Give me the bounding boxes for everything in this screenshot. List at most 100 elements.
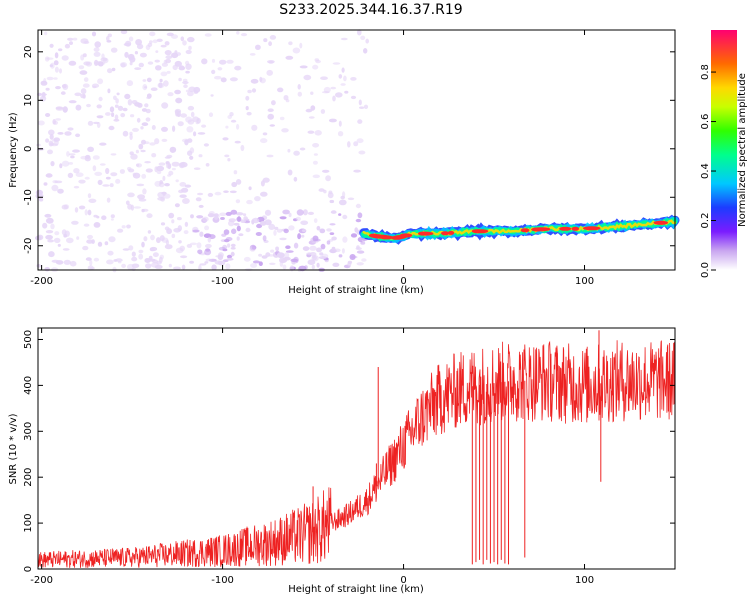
spectrogram-noise-cell — [228, 220, 235, 227]
spectrogram-noise-cell — [196, 215, 204, 219]
spectrogram-noise-cell — [201, 58, 208, 65]
spectrogram-noise-cell — [279, 237, 287, 241]
spectrogram-noise-cell — [347, 197, 355, 201]
spectrogram-noise-cell — [140, 126, 144, 130]
spectrogram-noise-cell — [250, 78, 259, 84]
spectrogram-noise-cell — [88, 198, 97, 203]
spectrogram-noise-cell — [305, 108, 313, 113]
spectrogram-noise-cell — [297, 91, 302, 97]
spectrogram-noise-cell — [290, 258, 299, 263]
spectrogram-noise-cell — [198, 264, 202, 271]
spectrogram-noise-cell — [134, 67, 142, 70]
spectrogram-noise-cell — [161, 126, 168, 132]
spectrogram-noise-cell — [78, 65, 85, 70]
spectrogram-noise-cell — [135, 149, 139, 154]
spectrogram-noise-cell — [63, 233, 68, 238]
spectrogram-noise-cell — [313, 218, 318, 224]
spectrogram-noise-cell — [340, 37, 348, 41]
spectrogram-noise-cell — [110, 47, 118, 53]
y-tick-label: 400 — [23, 376, 34, 395]
spectrogram-noise-cell — [178, 189, 184, 194]
spectrogram-noise-cell — [107, 88, 111, 94]
spectrogram-noise-cell — [338, 199, 347, 206]
spectrogram-track-band — [362, 219, 677, 240]
x-tick-label: 100 — [575, 276, 594, 287]
spectrogram-noise-cell — [155, 65, 162, 71]
spectrogram-noise-cell — [363, 104, 369, 110]
spectrogram-noise-cell — [93, 59, 99, 66]
spectrogram-noise-cell — [179, 65, 184, 69]
spectrogram-noise-cell — [246, 199, 253, 205]
spectrogram-noise-cell — [307, 130, 315, 134]
spectrogram-noise-cell — [129, 134, 133, 140]
spectrogram-noise-cell — [207, 192, 214, 197]
spectrogram-noise-cell — [344, 90, 349, 94]
spectrogram-noise-cell — [198, 154, 203, 158]
spectrogram-noise-cell — [51, 139, 58, 142]
spectrogram-noise-cell — [162, 175, 166, 182]
spectrogram-noise-cell — [297, 84, 301, 90]
spectrogram-noise-cell — [152, 259, 158, 264]
spectrogram-peak — [520, 228, 530, 233]
spectrogram-noise-cell — [160, 222, 166, 226]
spectrogram-noise-cell — [227, 115, 232, 119]
spectrogram-noise-cell — [73, 185, 80, 189]
spectrogram-noise-cell — [312, 174, 320, 179]
spectrogram-noise-cell — [57, 243, 61, 247]
spectrogram-noise-cell — [141, 108, 148, 112]
spectrogram-noise-cell — [197, 192, 204, 196]
spectrogram-signal-track — [359, 214, 680, 245]
spectrogram-noise-cell — [235, 199, 241, 204]
spectrogram-noise-cell — [279, 216, 287, 220]
spectrogram-noise-cell — [233, 170, 238, 175]
spectrogram-peak — [571, 226, 580, 231]
spectrogram-noise-cell — [236, 236, 240, 241]
spectrogram-noise-cell — [171, 161, 180, 167]
spectrogram-noise-cell — [109, 183, 114, 188]
spectrogram-noise-cell — [87, 193, 92, 199]
spectrogram-noise-cell — [358, 150, 366, 155]
spectrogram-noise-cell — [68, 153, 76, 156]
spectrogram-noise-cell — [186, 126, 194, 133]
spectrogram-noise-cell — [157, 196, 165, 201]
spectrogram-noise-cell — [163, 80, 169, 87]
spectrogram-noise-cell — [150, 234, 155, 241]
spectrogram-noise-cell — [329, 199, 335, 204]
spectrogram-noise-cell — [190, 111, 195, 118]
spectrogram-noise-cell — [61, 84, 67, 89]
spectrogram-noise-cell — [108, 236, 116, 243]
spectrogram-noise-cell — [60, 91, 66, 95]
y-tick-label: 500 — [23, 330, 34, 349]
spectrogram-noise-cell — [165, 55, 173, 60]
spectrogram-noise-cell — [261, 255, 268, 259]
spectrogram-noise-cell — [157, 191, 165, 198]
spectrogram-noise-cell — [168, 263, 172, 268]
spectrogram-noise-cell — [96, 115, 104, 119]
spectrogram-noise-cell — [122, 107, 128, 112]
spectrogram-noise-cell — [68, 100, 77, 104]
spectrogram-noise-cell — [48, 129, 55, 136]
spectrogram-plot-area — [38, 30, 675, 270]
spectrogram-noise-cell — [98, 96, 103, 102]
spectrogram-noise-cell — [230, 119, 237, 123]
spectrogram-peak — [441, 231, 450, 236]
spectrogram-noise-cell — [120, 113, 126, 118]
spectrogram-noise-cell — [266, 154, 274, 158]
spectrogram-noise-cell — [363, 48, 368, 54]
spectrogram-noise-cell — [310, 105, 316, 111]
spectrogram-noise-cell — [148, 255, 153, 260]
spectrogram-noise-cell — [211, 58, 216, 63]
spectrogram-noise-cell — [111, 67, 116, 72]
spectrogram-noise-cell — [151, 153, 157, 158]
spectrogram-noise-cell — [318, 188, 325, 192]
spectrogram-noise-cell — [149, 31, 156, 37]
spectrogram-noise-cell — [182, 40, 187, 46]
spectrogram-noise-cell — [110, 218, 114, 221]
spectrogram-noise-cell — [82, 83, 90, 88]
spectrogram-noise-cell — [80, 54, 85, 61]
spectrogram-noise-cell — [235, 212, 244, 216]
spectrogram-noise-cell — [263, 38, 268, 43]
spectrogram-noise-cell — [310, 91, 314, 95]
spectrogram-noise-cell — [230, 243, 236, 248]
spectrogram-noise-cell — [205, 258, 213, 262]
